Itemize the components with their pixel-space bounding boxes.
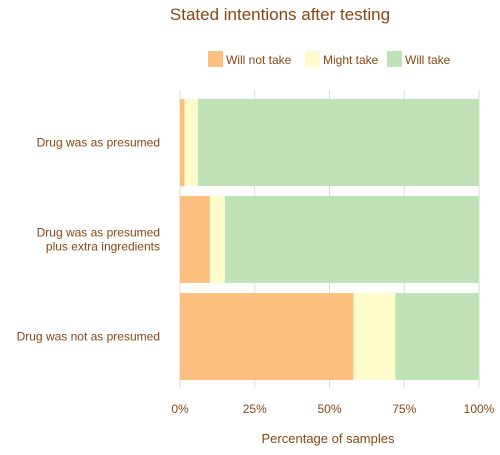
legend-swatch-1: [305, 51, 320, 67]
bar-0-will-take: [197, 99, 479, 186]
category-label-line: Drug was as presumed: [37, 136, 160, 150]
x-tick-label-1: 25%: [243, 402, 267, 416]
x-tick-label-0: 0%: [171, 402, 189, 416]
x-tick-label-3: 75%: [392, 402, 416, 416]
category-label-line: Drug was not as presumed: [17, 330, 160, 344]
bar-1-will-take: [224, 196, 479, 283]
x-tick-label-4: 100%: [464, 402, 495, 416]
x-tick-labels: 0% 25% 50% 75% 100%: [171, 402, 494, 416]
legend-label-2: Will take: [405, 53, 451, 67]
category-label-line: Drug was as presumed: [37, 226, 160, 240]
bar-2-will-take: [395, 293, 479, 380]
category-label-1: Drug was as presumed plus extra ingredien…: [37, 226, 160, 254]
bar-2-might-take: [353, 293, 396, 380]
x-axis-label: Percentage of samples: [262, 431, 395, 446]
legend-label-1: Might take: [323, 53, 379, 67]
category-label-line: plus extra ingredients: [46, 240, 160, 254]
bar-0-will-not-take: [180, 99, 185, 186]
legend-swatch-2: [387, 51, 402, 67]
bar-1-might-take: [209, 196, 225, 283]
category-label-2: Drug was not as presumed: [17, 330, 160, 344]
category-label-0: Drug was as presumed: [37, 136, 160, 150]
bar-0-might-take: [184, 99, 198, 186]
bar-2-will-not-take: [180, 293, 354, 380]
bars: [180, 99, 479, 380]
x-tick-label-2: 50%: [317, 402, 341, 416]
legend-label-0: Will not take: [226, 53, 292, 67]
legend: Will not take Might take Will take: [208, 51, 451, 67]
legend-swatch-0: [208, 51, 223, 67]
bar-1-will-not-take: [180, 196, 210, 283]
chart-title: Stated intentions after testing: [170, 5, 390, 24]
